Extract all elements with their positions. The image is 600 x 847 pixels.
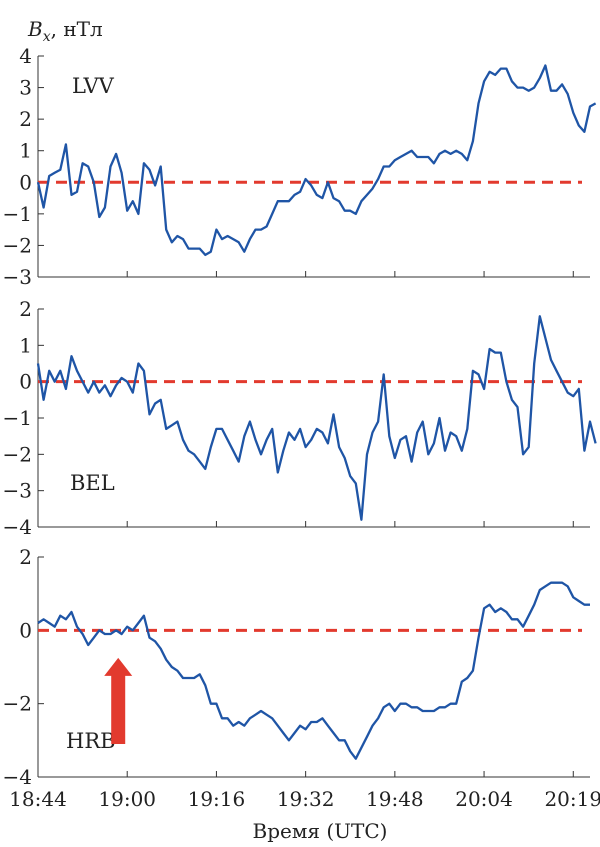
event-arrow-icon xyxy=(104,657,133,744)
station-label-lvv: LVV xyxy=(72,74,115,98)
y-tick-label-bel: 2 xyxy=(19,297,32,321)
y-tick-label-lvv: 1 xyxy=(19,139,32,163)
y-tick-label-lvv: −1 xyxy=(3,202,32,226)
y-tick-label-lvv: 4 xyxy=(19,44,32,68)
y-axis-unit: , нТл xyxy=(51,17,103,41)
y-tick-label-hrb: −4 xyxy=(3,765,32,789)
y-axis-subscript: x xyxy=(43,29,51,45)
x-tick-label: 19:48 xyxy=(366,787,424,811)
y-tick-label-bel: 1 xyxy=(19,333,32,357)
station-label-hrb: HRB xyxy=(66,729,116,753)
y-tick-label-lvv: 0 xyxy=(19,170,32,194)
y-tick-label-bel: −4 xyxy=(3,515,32,539)
y-tick-label-hrb: −2 xyxy=(3,692,32,716)
x-axis-title: Время (UTC) xyxy=(253,819,388,843)
y-tick-label-bel: 0 xyxy=(19,370,32,394)
y-tick-label-hrb: 0 xyxy=(19,618,32,642)
y-tick-label-lvv: −2 xyxy=(3,233,32,257)
y-tick-label-bel: −3 xyxy=(3,479,32,503)
series-line-lvv xyxy=(36,64,597,257)
x-axis-ticks: 18:44 19:00 19:16 19:32 19:48 20:04 20:19 xyxy=(9,787,600,811)
x-tick-label: 20:19 xyxy=(544,787,600,811)
x-tick-label: 20:04 xyxy=(455,787,513,811)
svg-text:Bx, нТл: Bx, нТл xyxy=(27,17,103,45)
x-tick-label: 19:00 xyxy=(98,787,156,811)
y-tick-label-lvv: −3 xyxy=(3,265,32,289)
chart-panels: 4 3 2 1 0 −1 −2 −3 LVV 2 1 0 −1 −2 −3 −4 BEL 2 0 −2 −4 HRB xyxy=(3,44,597,789)
panel-lvv: 4 3 2 1 0 −1 −2 −3 LVV xyxy=(3,44,597,289)
y-axis-symbol: B xyxy=(27,17,43,41)
x-tick-label: 19:16 xyxy=(188,787,246,811)
series-line-hrb xyxy=(37,581,590,760)
y-tick-label-lvv: 2 xyxy=(19,107,32,131)
y-tick-label-bel: −2 xyxy=(3,442,32,466)
y-axis-title: Bx, нТл xyxy=(27,17,103,45)
x-tick-label: 18:44 xyxy=(9,787,67,811)
station-label-bel: BEL xyxy=(70,471,115,495)
y-tick-label-hrb: 2 xyxy=(19,545,32,569)
panel-hrb: 2 0 −2 −4 HRB xyxy=(3,545,590,789)
x-tick-label: 19:32 xyxy=(277,787,335,811)
series-line-bel xyxy=(36,315,597,521)
y-tick-label-lvv: 3 xyxy=(19,76,32,100)
y-tick-label-bel: −1 xyxy=(3,406,32,430)
panel-bel: 2 1 0 −1 −2 −3 −4 BEL xyxy=(3,297,597,539)
